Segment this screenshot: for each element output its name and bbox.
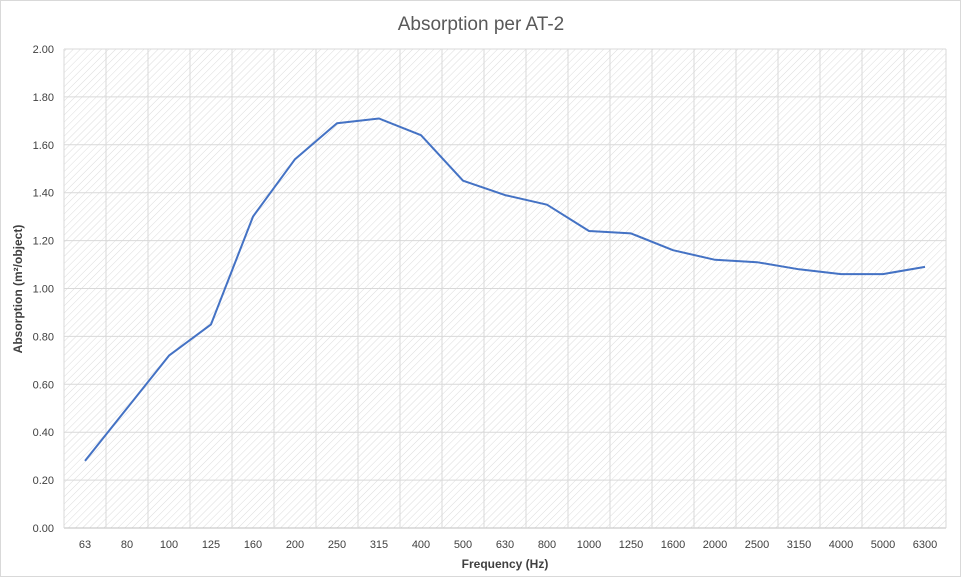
x-tick-label: 2000 [703, 539, 727, 551]
x-tick-label: 5000 [871, 539, 895, 551]
x-tick-label: 2500 [745, 539, 769, 551]
x-tick-label: 3150 [787, 539, 811, 551]
x-tick-label: 500 [454, 539, 472, 551]
y-tick-label: 1.40 [33, 188, 54, 200]
x-tick-label: 100 [160, 539, 178, 551]
x-tick-label: 630 [496, 539, 514, 551]
x-tick-label: 160 [244, 539, 262, 551]
x-tick-label: 63 [79, 539, 91, 551]
x-tick-label: 250 [328, 539, 346, 551]
y-axis-ticks: 0.00 0.20 0.40 0.60 0.80 1.00 1.20 1.40 1.60 1.80… [33, 44, 54, 535]
x-tick-label: 4000 [829, 539, 853, 551]
x-tick-label: 125 [202, 539, 220, 551]
y-tick-label: 0.60 [33, 379, 54, 391]
x-tick-label: 800 [538, 539, 556, 551]
x-tick-label: 400 [412, 539, 430, 551]
gridlines [63, 48, 947, 529]
x-tick-label: 200 [286, 539, 304, 551]
x-axis-ticks: 63 80 100 125 160 200 250 315 400 500 630 800 1000 12… [79, 539, 937, 551]
y-tick-label: 0.40 [33, 427, 54, 439]
x-tick-label: 315 [370, 539, 388, 551]
x-tick-label: 1600 [661, 539, 685, 551]
y-tick-label: 1.60 [33, 140, 54, 152]
y-tick-label: 0.00 [33, 523, 54, 535]
y-tick-label: 0.80 [33, 331, 54, 343]
x-tick-label: 6300 [913, 539, 937, 551]
x-tick-label: 1250 [619, 539, 643, 551]
x-tick-label: 1000 [577, 539, 601, 551]
chart-title: Absorption per AT-2 [398, 14, 565, 35]
x-axis-title: Frequency (Hz) [462, 557, 549, 571]
x-tick-label: 80 [121, 539, 133, 551]
y-tick-label: 1.00 [33, 284, 54, 296]
y-tick-label: 1.80 [33, 92, 54, 104]
series-layer [84, 117, 926, 462]
y-tick-label: 0.20 [33, 475, 54, 487]
y-tick-label: 2.00 [33, 44, 54, 56]
y-axis-title: Absorption (m²/object) [11, 225, 25, 354]
series-line [84, 117, 926, 462]
y-tick-label: 1.20 [33, 236, 54, 248]
